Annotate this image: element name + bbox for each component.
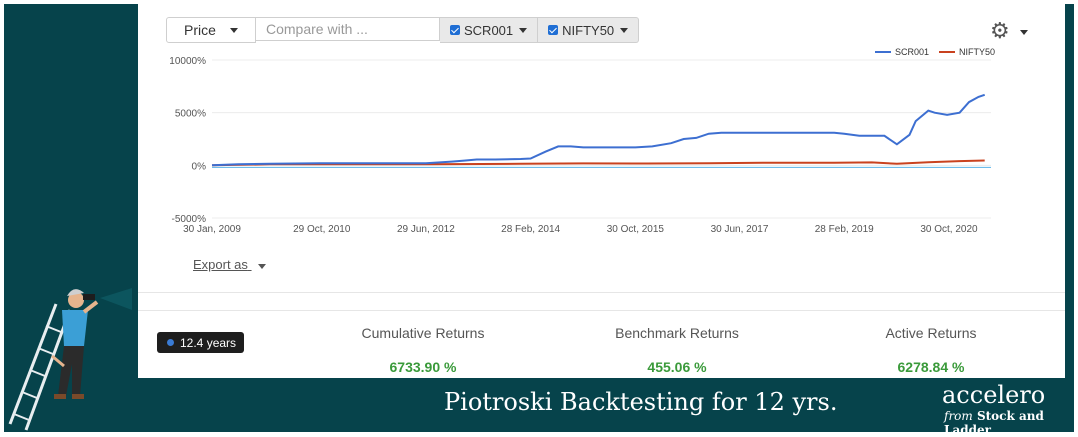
chevron-down-icon[interactable] bbox=[1020, 30, 1028, 35]
compare-placeholder: Compare with ... bbox=[266, 21, 368, 37]
chevron-down-icon bbox=[229, 27, 238, 33]
period-label: 12.4 years bbox=[180, 335, 237, 350]
price-dropdown[interactable]: Price bbox=[166, 17, 256, 43]
gear-icon[interactable]: ⚙ bbox=[990, 18, 1010, 43]
chevron-down-icon bbox=[620, 27, 629, 33]
y-tick-label: -5000% bbox=[172, 214, 207, 225]
x-tick-label: 30 Jan, 2009 bbox=[183, 224, 241, 235]
y-tick-label: 0% bbox=[192, 161, 207, 172]
ticker-nifty50-label: NIFTY50 bbox=[562, 22, 615, 38]
brand-sub-name: Stock and Ladder bbox=[944, 409, 1044, 437]
benchmark-returns-label: Benchmark Returns bbox=[615, 325, 739, 341]
period-dot-icon bbox=[167, 339, 174, 346]
returns-summary: 12.4 years Cumulative Returns 6733.90 % … bbox=[138, 310, 1065, 379]
x-tick-label: 30 Oct, 2020 bbox=[920, 224, 978, 235]
x-tick-label: 30 Jun, 2017 bbox=[711, 224, 769, 235]
series-line-nifty50 bbox=[211, 159, 985, 167]
chevron-down-icon bbox=[257, 264, 266, 269]
left-teal-panel bbox=[4, 4, 138, 432]
x-tick-label: 29 Jun, 2012 bbox=[397, 224, 455, 235]
compare-input[interactable]: Compare with ... bbox=[256, 17, 440, 41]
man-on-ladder-with-binoculars-icon bbox=[8, 288, 132, 431]
export-as-label: Export as bbox=[193, 257, 248, 272]
active-returns-value: 6278.84 % bbox=[897, 359, 965, 375]
legend-label-nifty50: NIFTY50 bbox=[959, 47, 995, 57]
returns-line-chart: 10000% 5000% 0% -5000%30 Jan, 2009 29 Oct, 2… bbox=[169, 47, 995, 235]
export-as-menu[interactable]: Export as bbox=[193, 257, 266, 272]
cumulative-returns-value: 6733.90 % bbox=[389, 359, 457, 375]
benchmark-returns-value: 455.06 % bbox=[647, 359, 707, 375]
title-banner: Piotroski Backtesting for 12 yrs. accele… bbox=[138, 378, 1074, 437]
legend-label-scr001: SCR001 bbox=[895, 47, 929, 57]
price-label: Price bbox=[184, 22, 216, 38]
checkbox-checked-icon bbox=[450, 25, 460, 35]
banner-title: Piotroski Backtesting for 12 yrs. bbox=[444, 388, 838, 416]
x-tick-label: 28 Feb, 2019 bbox=[815, 224, 874, 235]
chart-panel: Price Compare with ... SCR001 NIFTY50 ⚙ … bbox=[138, 4, 1065, 293]
chart-toolbar: Price Compare with ... SCR001 NIFTY50 bbox=[166, 17, 640, 43]
active-returns-label: Active Returns bbox=[885, 325, 977, 341]
ticker-scr001-label: SCR001 bbox=[464, 22, 514, 38]
y-tick-label: 5000% bbox=[175, 109, 206, 120]
brand-subtitle: from Stock and Ladder bbox=[944, 409, 1074, 437]
cumulative-returns-label: Cumulative Returns bbox=[361, 325, 485, 341]
ticker-nifty50-toggle[interactable]: NIFTY50 bbox=[538, 17, 640, 43]
right-teal-strip bbox=[1065, 4, 1074, 378]
series-line-scr001 bbox=[211, 93, 986, 167]
x-tick-label: 30 Oct, 2015 bbox=[607, 224, 665, 235]
checkbox-checked-icon bbox=[548, 25, 559, 35]
x-tick-label: 28 Feb, 2014 bbox=[501, 224, 560, 235]
y-tick-label: 10000% bbox=[169, 56, 206, 67]
brand-from: from bbox=[944, 409, 973, 423]
x-tick-label: 29 Oct, 2010 bbox=[293, 224, 351, 235]
ticker-scr001-toggle[interactable]: SCR001 bbox=[440, 17, 539, 43]
chevron-down-icon bbox=[519, 27, 528, 33]
brand-logo: accelero bbox=[942, 381, 1046, 409]
period-badge[interactable]: 12.4 years bbox=[157, 332, 244, 353]
